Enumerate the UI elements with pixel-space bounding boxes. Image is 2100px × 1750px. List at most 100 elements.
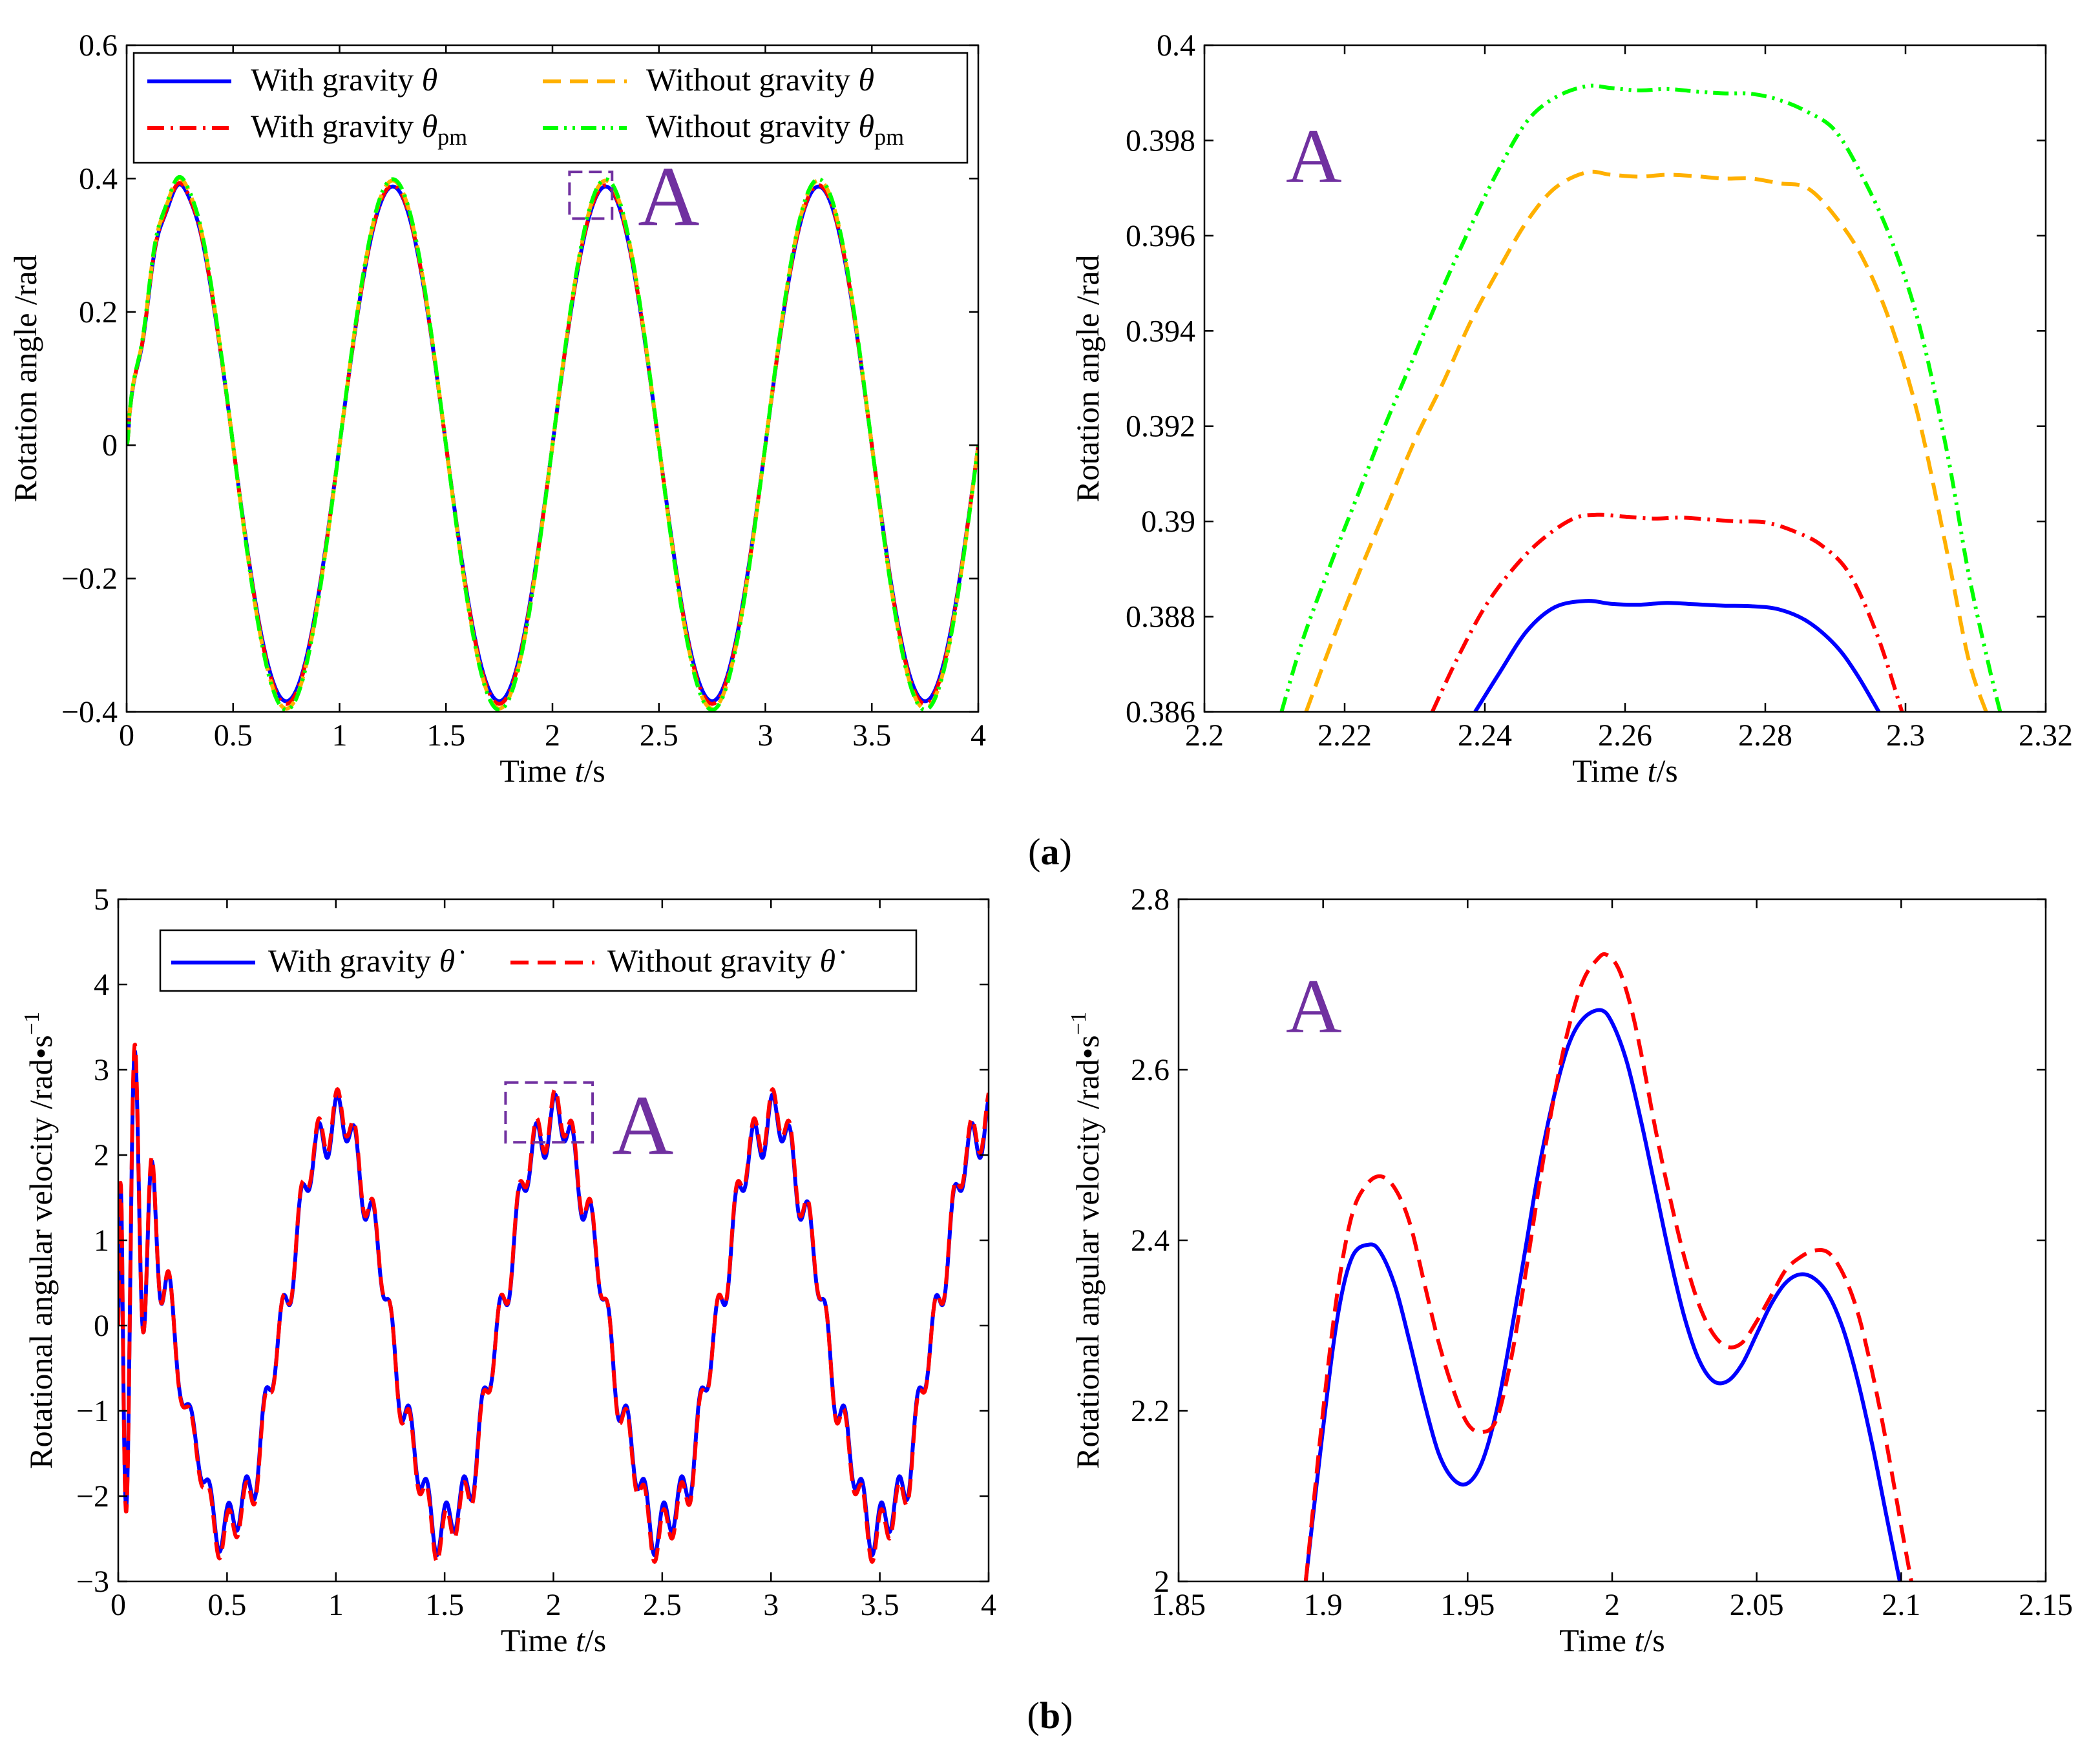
x-tick-label: 3 (763, 1588, 779, 1622)
legend: With gravity θ̇ Without gravity θ̇ (159, 929, 918, 992)
y-axis-label: Rotation angle /rad (1069, 255, 1106, 502)
panel-b-right: 1.85 1.9 1.95 2 2.05 2.1 2.15 2 2.2 2.4 2.6 2.8 Time… (1067, 882, 2073, 1658)
x-tick-label: 1.5 (426, 718, 465, 753)
y-tick-label: 2.4 (1131, 1224, 1170, 1258)
plot-area (118, 899, 989, 1581)
legend-entry: With gravity θ (251, 61, 437, 98)
x-tick-label: 2.3 (1886, 718, 1925, 753)
series-line-2 (1303, 952, 1913, 1581)
x-ticks: 2.2 2.22 2.24 2.26 2.28 2.3 2.32 (1185, 45, 2073, 753)
series-line-1 (1473, 599, 1881, 712)
y-tick-label: 5 (94, 882, 109, 917)
x-axis-label: Time t/s (501, 1622, 607, 1658)
legend-entry: With gravity θpm (251, 108, 467, 150)
x-tick-label: 2.24 (1458, 718, 1512, 753)
y-tick-label: −0.2 (61, 562, 118, 596)
x-tick-label: 1.95 (1440, 1588, 1495, 1622)
y-tick-label: 0.39 (1141, 505, 1195, 539)
y-tick-label: 2 (1154, 1565, 1170, 1599)
series-group (118, 1043, 989, 1564)
y-tick-label: 3 (94, 1053, 109, 1087)
y-tick-label: 0.2 (79, 295, 118, 329)
y-axis-label: Rotational angular velocity /rad•s−1 (20, 1012, 59, 1469)
y-tick-label: −3 (76, 1565, 109, 1599)
x-tick-label: 0.5 (207, 1588, 246, 1622)
legend: With gravity θ Without gravity θ With grav… (132, 52, 969, 164)
x-tick-label: 0.5 (214, 718, 253, 753)
legend-entry: Without gravity θ̇ (607, 943, 845, 979)
y-ticks: −0.4 −0.2 0 0.2 0.4 0.6 (61, 28, 978, 729)
zoom-label: A (1286, 113, 1342, 199)
x-axis-label: Time t/s (1559, 1622, 1665, 1658)
x-axis-label: Time t/s (1572, 753, 1678, 789)
plot-area (1204, 45, 2046, 712)
x-tick-label: 2.2 (1185, 718, 1224, 753)
x-tick-label: 1 (328, 1588, 344, 1622)
x-ticks: 0 0.5 1 1.5 2 2.5 3 3.5 4 (119, 45, 986, 753)
y-tick-label: 0.388 (1126, 600, 1195, 634)
zoom-label: A (638, 149, 699, 244)
x-tick-label: 2.5 (643, 1588, 682, 1622)
series-line-2 (118, 1043, 989, 1564)
x-tick-label: 1.85 (1151, 1588, 1206, 1622)
x-tick-label: 3.5 (861, 1588, 899, 1622)
x-ticks: 1.85 1.9 1.95 2 2.05 2.1 2.15 (1151, 899, 2073, 1622)
zoom-label: A (612, 1078, 673, 1172)
x-tick-label: 2.1 (1882, 1588, 1920, 1622)
y-tick-label: 2.8 (1131, 882, 1170, 917)
x-tick-label: 2 (546, 1588, 562, 1622)
y-axis-label: Rotation angle /rad (7, 255, 43, 502)
legend-entry: Without gravity θpm (646, 108, 904, 150)
series-line-4 (127, 174, 978, 712)
y-ticks: −3 −2 −1 0 1 2 3 4 5 (76, 882, 989, 1599)
x-tick-label: 0 (110, 1588, 126, 1622)
series-line-2 (1430, 512, 1904, 712)
x-tick-label: 2 (1604, 1588, 1620, 1622)
y-tick-label: 0.398 (1126, 123, 1195, 158)
series-group (1279, 83, 2002, 712)
y-tick-label: 2.6 (1131, 1053, 1170, 1087)
y-ticks: 0.386 0.388 0.39 0.392 0.394 0.396 0.398 0.4 (1126, 28, 2046, 729)
x-tick-label: 1 (332, 718, 348, 753)
panel-a-left: 0 0.5 1 1.5 2 2.5 3 3.5 4 −0.4 −0.2 0 0.2 0.4 0.6 Time … (7, 28, 986, 789)
y-tick-label: −0.4 (61, 695, 118, 729)
panel-a-right: 2.2 2.22 2.24 2.26 2.28 2.3 2.32 0.386 0.388 0.39… (1069, 28, 2073, 789)
x-tick-label: 2.28 (1738, 718, 1792, 753)
figure-label-b: (b) (1027, 1694, 1073, 1736)
series-group (127, 174, 978, 712)
x-tick-label: 0 (119, 718, 134, 753)
series-line-1 (1303, 1008, 1902, 1581)
legend-entry: Without gravity θ (646, 61, 874, 98)
series-line-4 (1279, 83, 2002, 712)
y-tick-label: −2 (76, 1479, 109, 1514)
x-tick-label: 3.5 (852, 718, 891, 753)
series-group (1303, 952, 1913, 1581)
plot-area (1179, 899, 2046, 1581)
y-tick-label: 0.4 (79, 161, 118, 196)
y-tick-label: 2.2 (1131, 1394, 1170, 1428)
y-tick-label: 0.396 (1126, 219, 1195, 253)
y-tick-label: 0.394 (1126, 314, 1195, 348)
zoom-label: A (1286, 963, 1342, 1049)
y-tick-label: 4 (94, 968, 109, 1002)
figure-label-a: (a) (1028, 831, 1072, 873)
x-tick-label: 4 (971, 718, 986, 753)
x-tick-label: 2.32 (2019, 718, 2073, 753)
y-tick-label: 0.6 (79, 28, 118, 63)
x-tick-label: 3 (758, 718, 773, 753)
y-tick-label: 0.392 (1126, 410, 1195, 444)
x-tick-label: 1.9 (1304, 1588, 1343, 1622)
y-tick-label: 2 (94, 1138, 109, 1172)
series-line-3 (1304, 169, 1988, 712)
legend-entry: With gravity θ̇ (268, 943, 465, 979)
panel-b-left: 0 0.5 1 1.5 2 2.5 3 3.5 4 −3 −2 −1 0 1 2 3 4 5 Time t/s Rot… (20, 882, 996, 1658)
legend-box (132, 52, 969, 164)
y-tick-label: 0.4 (1157, 28, 1195, 63)
zoom-box (568, 171, 614, 220)
y-axis-label: Rotational angular velocity /rad•s−1 (1067, 1012, 1106, 1469)
x-ticks: 0 0.5 1 1.5 2 2.5 3 3.5 4 (110, 899, 996, 1622)
y-tick-label: 0.386 (1126, 695, 1195, 729)
x-tick-label: 2.05 (1730, 1588, 1784, 1622)
x-tick-label: 2 (545, 718, 560, 753)
